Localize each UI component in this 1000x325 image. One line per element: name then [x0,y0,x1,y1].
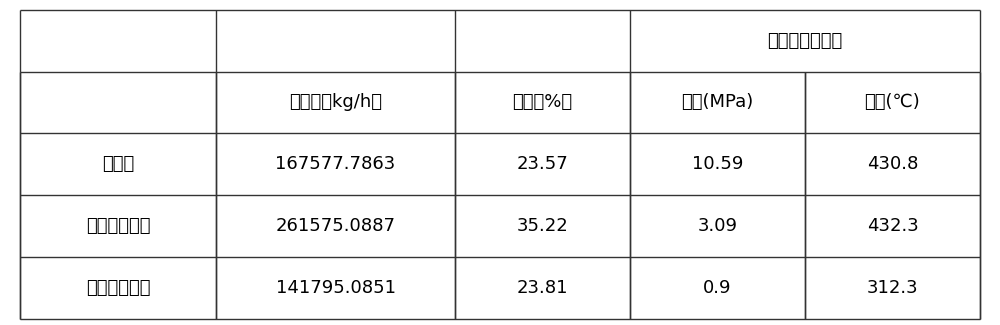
Text: 432.3: 432.3 [867,217,918,235]
Text: 35.22: 35.22 [517,217,568,235]
Text: 3.09: 3.09 [697,217,737,235]
Text: 23.81: 23.81 [517,279,568,297]
Text: 23.57: 23.57 [517,155,568,173]
Text: 二次再热蒸汽: 二次再热蒸汽 [86,279,150,297]
Text: 温度(℃): 温度(℃) [865,93,920,111]
Text: 430.8: 430.8 [867,155,918,173]
Text: 167577.7863: 167577.7863 [275,155,396,173]
Text: 141795.0851: 141795.0851 [276,279,396,297]
Text: 主蒸汽: 主蒸汽 [102,155,134,173]
Text: 抚汽量（kg/h）: 抚汽量（kg/h） [289,93,382,111]
Text: 占比（%）: 占比（%） [512,93,572,111]
Text: 一次再热蒸汽: 一次再热蒸汽 [86,217,150,235]
Text: 0.9: 0.9 [703,279,732,297]
Text: 261575.0887: 261575.0887 [276,217,396,235]
Text: 312.3: 312.3 [867,279,918,297]
Text: 10.59: 10.59 [692,155,743,173]
Text: 压力(MPa): 压力(MPa) [681,93,754,111]
Text: 放热后蒸汽参数: 放热后蒸汽参数 [767,32,843,50]
